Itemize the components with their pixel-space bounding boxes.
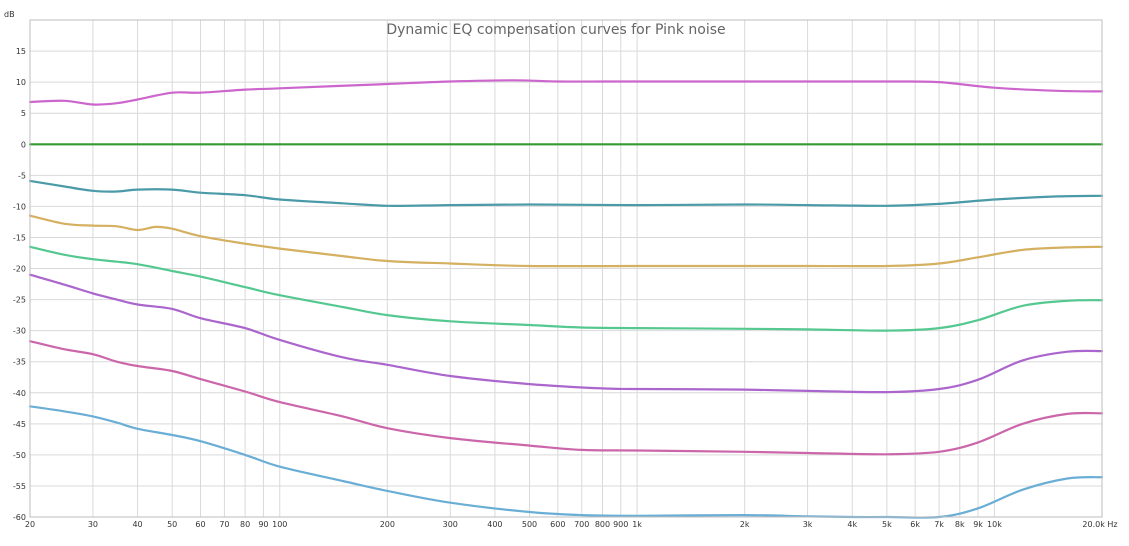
curves <box>28 79 1104 519</box>
x-tick-label: 2k <box>740 520 750 529</box>
x-tick-label: 300 <box>443 520 458 529</box>
x-tick-label: 9k <box>973 520 983 529</box>
y-tick-label: 0 <box>21 140 26 149</box>
x-tick-label: 600 <box>550 520 565 529</box>
x-tick-label: 4k <box>847 520 857 529</box>
y-tick-label: 10 <box>16 78 26 87</box>
plot-frame <box>29 19 1103 518</box>
x-tick-label: 400 <box>487 520 502 529</box>
series-line-5 <box>28 245 1104 332</box>
x-tick-label: 700 <box>574 520 589 529</box>
x-tick-label: 90 <box>258 520 268 529</box>
y-tick-labels: 15 10 5 0 -5 -10 -15 -20 -25 -30 -35 -40 -45 -50 -55 -6… <box>13 47 26 522</box>
y-tick-label: -30 <box>13 327 26 336</box>
y-tick-label: -20 <box>13 265 26 274</box>
x-tick-label: 200 <box>380 520 395 529</box>
x-tick-labels: 20 30 40 50 60 70 80 90 100 200 300 400 500 600 700 800… <box>25 520 1118 529</box>
chart-title: Dynamic EQ compensation curves for Pink … <box>386 22 725 38</box>
y-tick-label: -45 <box>13 420 26 429</box>
x-tick-label: 6k <box>910 520 920 529</box>
y-top-label: dB <box>4 10 15 19</box>
x-tick-label: 100 <box>272 520 287 529</box>
x-tick-label: 60 <box>195 520 205 529</box>
y-tick-label: -50 <box>13 451 26 460</box>
x-tick-label: 1k <box>632 520 642 529</box>
x-tick-label: 8k <box>955 520 965 529</box>
series-line-7 <box>28 340 1104 456</box>
x-tick-label: 50 <box>167 520 177 529</box>
x-tick-label: 20 <box>25 520 35 529</box>
x-tick-label: 10k <box>987 520 1002 529</box>
series-line-4 <box>28 214 1104 268</box>
x-tick-label: 7k <box>934 520 944 529</box>
y-tick-label: -15 <box>13 233 26 242</box>
y-tick-label: -60 <box>13 513 26 522</box>
x-tick-label: 80 <box>240 520 250 529</box>
x-tick-label: 500 <box>522 520 537 529</box>
series-line-3 <box>28 179 1104 207</box>
series-line-1 <box>28 79 1104 106</box>
x-tick-label: 20.0k Hz <box>1082 520 1117 529</box>
x-tick-label: 5k <box>882 520 892 529</box>
y-tick-label: -25 <box>13 296 26 305</box>
y-tick-label: -40 <box>13 389 26 398</box>
x-tick-label: 800 <box>595 520 610 529</box>
x-tick-label: 30 <box>88 520 98 529</box>
y-tick-label: -55 <box>13 482 26 491</box>
y-tick-label: 15 <box>16 47 26 56</box>
x-tick-label: 70 <box>219 520 229 529</box>
y-tick-label: -5 <box>18 171 26 180</box>
series-line-6 <box>28 273 1104 394</box>
x-tick-label: 40 <box>132 520 142 529</box>
y-tick-label: -10 <box>13 202 26 211</box>
x-tick-label: 900 <box>613 520 628 529</box>
y-tick-label: -35 <box>13 358 26 367</box>
y-tick-label: 5 <box>21 109 26 118</box>
x-tick-label: 3k <box>803 520 813 529</box>
